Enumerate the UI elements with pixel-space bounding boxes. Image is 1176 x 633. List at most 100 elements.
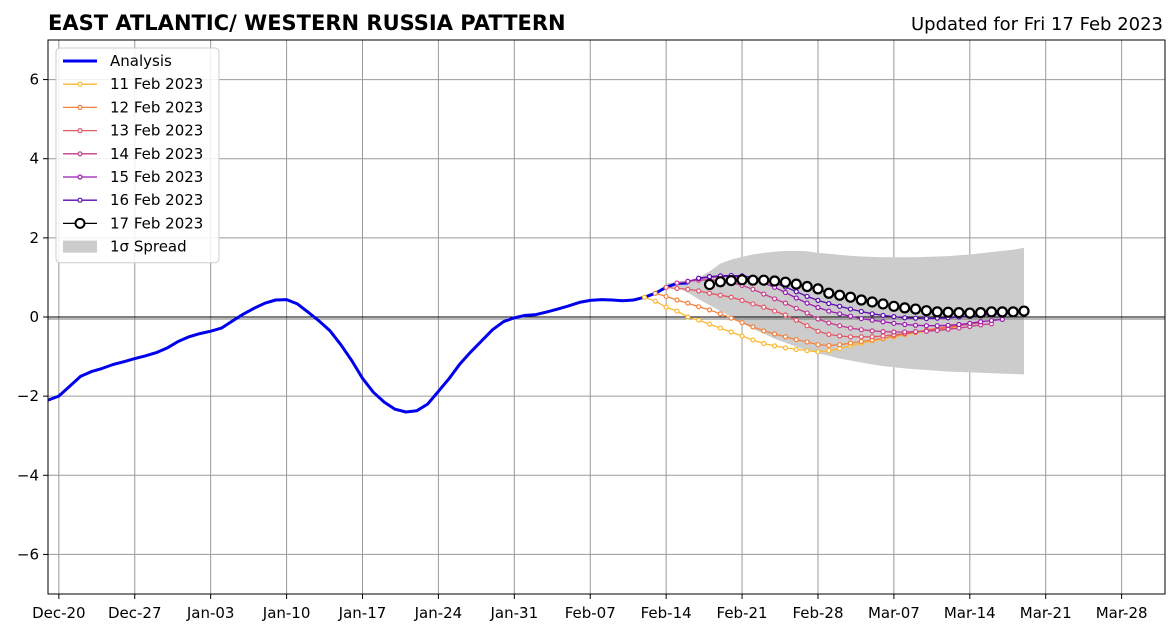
data-point xyxy=(826,300,832,307)
x-tick-label: Feb-28 xyxy=(792,604,843,622)
data-point xyxy=(768,275,781,287)
data-point xyxy=(771,296,778,302)
data-point xyxy=(685,300,691,306)
data-point xyxy=(869,334,875,340)
data-point xyxy=(804,300,810,306)
x-tick-label: Feb-07 xyxy=(565,604,616,622)
x-tick-label: Jan-17 xyxy=(338,604,387,622)
legend-swatch xyxy=(63,240,97,253)
data-point xyxy=(706,290,713,296)
data-point xyxy=(717,311,723,317)
data-point xyxy=(826,342,832,349)
data-point xyxy=(750,324,756,330)
data-point xyxy=(880,329,886,335)
data-point xyxy=(837,342,843,348)
data-point xyxy=(869,328,875,334)
data-point xyxy=(706,321,713,327)
x-tick-label: Jan-31 xyxy=(490,604,539,622)
data-point xyxy=(967,320,973,326)
data-point xyxy=(888,300,900,312)
data-point xyxy=(804,323,810,329)
data-point xyxy=(909,303,922,315)
data-point xyxy=(934,323,940,329)
data-point xyxy=(717,325,723,331)
data-point xyxy=(663,304,669,310)
data-point xyxy=(834,289,846,301)
y-tick-label: −4 xyxy=(17,466,39,484)
data-point xyxy=(866,296,878,308)
data-point xyxy=(920,305,933,317)
data-point xyxy=(685,314,691,320)
data-point xyxy=(1007,306,1019,318)
data-point xyxy=(858,338,864,345)
data-point xyxy=(847,340,854,346)
data-point xyxy=(758,274,770,286)
legend-marker xyxy=(77,128,83,134)
data-point xyxy=(782,334,789,340)
data-point xyxy=(877,298,889,310)
x-tick-label: Feb-21 xyxy=(717,604,768,622)
y-tick-label: 4 xyxy=(29,150,39,168)
data-point xyxy=(815,297,821,303)
legend-box xyxy=(55,47,220,264)
data-point xyxy=(891,329,897,335)
series-7 xyxy=(703,274,1030,319)
data-point xyxy=(739,319,745,326)
data-point xyxy=(891,320,897,326)
data-point xyxy=(779,276,792,288)
data-point xyxy=(771,331,778,337)
data-point xyxy=(931,306,943,318)
data-point xyxy=(761,328,767,334)
axis-ticks: Dec-20 Dec-27 Jan-03 Jan-10 Jan-17 Jan-24 Jan-… xyxy=(17,71,1148,622)
data-point xyxy=(801,280,813,293)
data-point xyxy=(847,313,854,319)
data-point xyxy=(793,289,799,295)
legend-label: 14 Feb 2023 xyxy=(110,145,203,163)
data-point xyxy=(793,336,799,343)
data-point xyxy=(964,307,976,319)
data-point xyxy=(815,316,821,322)
data-point xyxy=(793,305,799,311)
data-point xyxy=(902,315,908,321)
data-point xyxy=(815,342,821,348)
data-point xyxy=(714,276,726,288)
data-point xyxy=(706,307,713,313)
data-point xyxy=(912,315,919,321)
data-point xyxy=(663,293,669,300)
data-point xyxy=(826,331,832,338)
data-point xyxy=(706,274,713,280)
data-point xyxy=(782,300,789,306)
data-point xyxy=(739,333,745,339)
data-point xyxy=(934,327,940,334)
data-point xyxy=(674,308,680,314)
legend-marker xyxy=(77,81,83,87)
y-tick-label: −6 xyxy=(17,545,39,563)
data-point xyxy=(847,334,854,340)
data-point xyxy=(999,316,1005,322)
y-tick-label: 6 xyxy=(29,71,39,89)
x-tick-label: Jan-03 xyxy=(186,604,235,622)
data-point xyxy=(652,298,658,304)
legend-label: 12 Feb 2023 xyxy=(110,98,203,116)
chart-title: EAST ATLANTIC/ WESTERN RUSSIA PATTERN xyxy=(48,11,566,35)
data-point xyxy=(761,340,767,347)
data-point xyxy=(750,337,756,343)
data-point xyxy=(750,301,756,307)
data-point xyxy=(902,329,908,335)
data-point xyxy=(674,297,680,303)
data-point xyxy=(978,319,984,325)
x-tick-label: Mar-14 xyxy=(944,604,996,622)
data-point xyxy=(804,310,810,316)
data-point xyxy=(703,278,716,291)
chart-subtitle: Updated for Fri 17 Feb 2023 xyxy=(911,14,1163,35)
data-point xyxy=(815,328,821,334)
data-point xyxy=(696,288,702,294)
data-point xyxy=(858,327,864,333)
data-point xyxy=(837,333,843,339)
legend-marker xyxy=(77,197,83,203)
legend-label: 11 Feb 2023 xyxy=(110,75,203,93)
x-tick-label: Feb-14 xyxy=(641,604,692,622)
data-point xyxy=(891,314,897,320)
data-point xyxy=(728,329,734,335)
data-point xyxy=(869,311,875,317)
